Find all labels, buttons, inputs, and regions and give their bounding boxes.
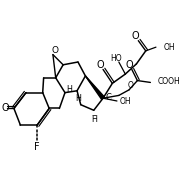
Text: OH: OH [163, 43, 175, 52]
Text: O: O [125, 60, 133, 70]
Text: O: O [96, 60, 104, 70]
Text: O: O [132, 31, 139, 41]
Text: H̅: H̅ [91, 115, 97, 124]
Text: H: H [75, 94, 81, 103]
Text: OH: OH [120, 98, 131, 106]
Text: O: O [51, 46, 58, 55]
Text: C: C [106, 93, 112, 102]
Text: O: O [2, 103, 9, 113]
Text: H: H [66, 85, 72, 94]
Text: COOH: COOH [158, 77, 181, 86]
Text: HO: HO [110, 54, 122, 63]
Polygon shape [85, 76, 104, 99]
Text: O: O [128, 81, 134, 90]
Text: F: F [34, 142, 40, 152]
